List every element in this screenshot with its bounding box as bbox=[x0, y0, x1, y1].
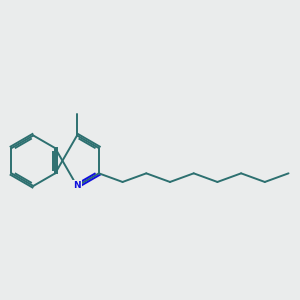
Text: N: N bbox=[73, 182, 81, 190]
